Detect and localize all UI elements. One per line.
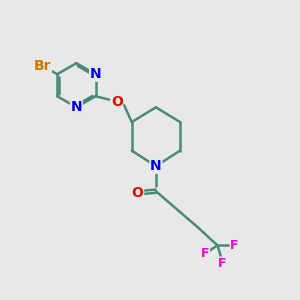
Text: F: F [201,247,209,260]
Text: O: O [111,94,123,109]
Text: O: O [132,186,144,200]
Text: N: N [150,159,162,173]
Text: N: N [90,67,101,81]
Text: F: F [230,239,239,252]
Text: N: N [70,100,82,114]
Text: Br: Br [34,59,51,73]
Text: F: F [218,257,226,270]
